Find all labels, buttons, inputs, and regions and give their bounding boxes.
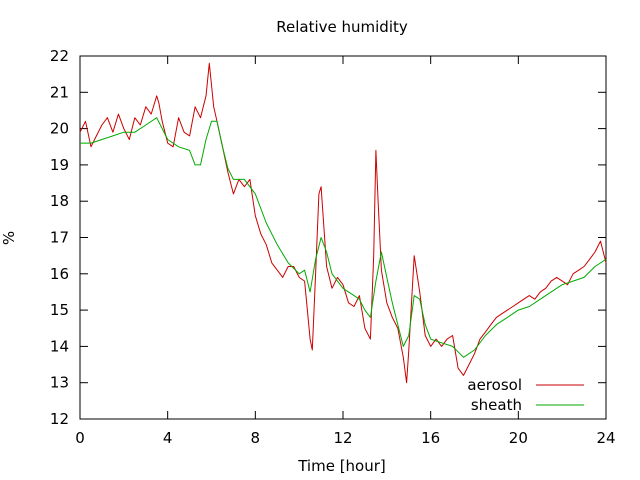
x-tick-label: 16 [421, 429, 440, 447]
series-line-sheath [80, 117, 607, 358]
y-axis-label: % [0, 231, 18, 245]
x-tick-label: 20 [509, 429, 528, 447]
y-tick-label: 14 [50, 337, 69, 355]
x-tick-label: 24 [596, 429, 615, 447]
x-tick-label: 0 [75, 429, 85, 447]
x-tick-label: 8 [251, 429, 261, 447]
y-tick-label: 21 [50, 83, 69, 101]
y-tick-label: 18 [50, 192, 69, 210]
legend: aerosol sheath [467, 376, 584, 414]
plot-area-border [79, 55, 607, 420]
y-tick-label: 13 [50, 374, 69, 392]
y-tick-label: 22 [50, 47, 69, 65]
y-tick-label: 17 [50, 229, 69, 247]
y-tick-label: 15 [50, 301, 69, 319]
legend-label-aerosol: aerosol [467, 376, 522, 394]
y-tick-label: 20 [50, 120, 69, 138]
series-lines [79, 62, 607, 384]
y-tick-label: 19 [50, 156, 69, 174]
x-tick-label: 12 [333, 429, 352, 447]
y-tick-label: 16 [50, 265, 69, 283]
series-line-aerosol [79, 62, 607, 384]
legend-label-sheath: sheath [471, 396, 522, 414]
y-tick-label: 12 [50, 410, 69, 428]
x-tick-label: 4 [163, 429, 173, 447]
x-axis-label: Time [hour] [297, 457, 386, 475]
chart-title: Relative humidity [276, 18, 408, 36]
axis-ticks: 0 4 8 12 16 20 24 12 13 14 15 16 17 18 19 20 21 22 [50, 47, 616, 447]
